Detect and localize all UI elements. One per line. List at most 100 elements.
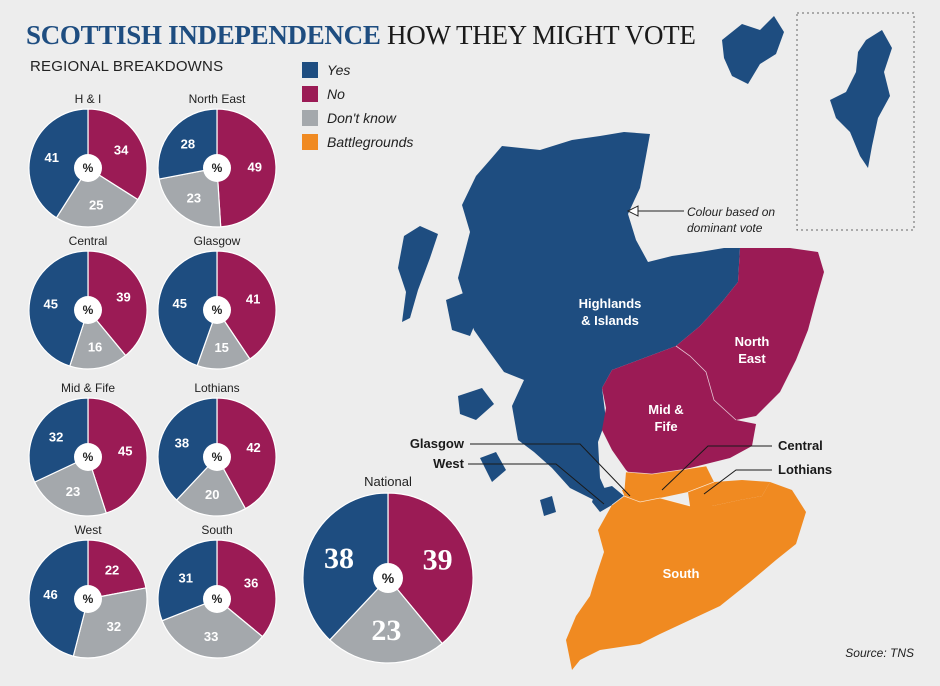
title-sub: HOW THEY MIGHT VOTE: [387, 20, 696, 50]
map-label-west: West: [433, 456, 464, 471]
pie-label-yes: 45: [43, 297, 57, 312]
pie-label-yes: 38: [175, 436, 189, 451]
pie-slice-yes: [28, 250, 89, 367]
pie-slice-no: [216, 108, 277, 228]
legend-swatch: [302, 86, 318, 102]
map-label-highlands: Highlands & Islands: [579, 296, 642, 328]
pie-chart: 41 15 45%: [157, 250, 277, 370]
map-shetland: [830, 30, 892, 168]
pie-center: [74, 443, 102, 471]
pie-label-no: 45: [118, 444, 132, 459]
chart-subtitle: REGIONAL BREAKDOWNS: [30, 58, 224, 75]
pie-slice-no: [216, 397, 277, 510]
pie-slice-dont-know: [175, 455, 247, 517]
pie-unit: %: [83, 450, 94, 464]
map-island-mull: [458, 388, 494, 420]
pie-slice-no: [387, 492, 474, 645]
legend-label: Don't know: [327, 110, 396, 126]
pie-label-dont-know: 20: [205, 487, 219, 502]
pie-west: West 22 32 46%: [28, 523, 148, 659]
pie-unit: %: [382, 570, 395, 586]
map-label-south: South: [663, 566, 700, 581]
pie-center: [74, 296, 102, 324]
legend-item-dont-know: Don't know: [302, 106, 413, 130]
pie-slice-no: [216, 539, 277, 638]
svg-text:Colour based on dominant: Colour based on dominant vote: [687, 205, 778, 235]
pie-chart: 22 32 46%: [28, 539, 148, 659]
pie-label-no: 42: [246, 440, 260, 455]
map-leader-line: [470, 443, 631, 497]
pie-label-yes: 38: [324, 542, 354, 575]
pie-slice-yes: [28, 397, 89, 483]
legend-item-yes: Yes: [302, 58, 413, 82]
pie-title: Mid & Fife: [60, 381, 115, 395]
legend: Yes No Don't know Battlegrounds: [302, 58, 413, 154]
map-region-south: [566, 482, 806, 670]
map-region-central: [624, 466, 714, 502]
map-island-skye: [446, 292, 480, 336]
pie-label-dont-know: 23: [66, 484, 80, 499]
pie-label-no: 39: [116, 290, 130, 305]
pie-slice-dont-know: [55, 167, 139, 228]
pie-center: [203, 443, 231, 471]
pie-label-dont-know: 23: [187, 190, 201, 205]
pie-title: National: [364, 474, 412, 489]
map-region-lothians: [688, 480, 770, 506]
map-label-lothians: Lothians: [778, 462, 832, 477]
map-label-central: Central: [778, 438, 823, 453]
pie-label-yes: 32: [49, 429, 63, 444]
pie-label-dont-know: 32: [107, 619, 121, 634]
pie-label-dont-know: 33: [204, 629, 218, 644]
map-region-north-east: [676, 248, 824, 420]
pie-label-no: 41: [246, 292, 260, 307]
pie-chart: 42 20 38%: [157, 397, 277, 517]
pie-center: [373, 563, 403, 593]
pie-slice-yes: [157, 539, 218, 622]
pie-national: National 39 23 38%: [302, 474, 474, 664]
map-borders: [611, 345, 737, 507]
pie-label-yes: 45: [173, 296, 187, 311]
map-leader-line: [661, 445, 772, 491]
map-leader-line: [703, 469, 772, 495]
pie-title: South: [201, 523, 233, 537]
pie-title: H & I: [74, 92, 102, 106]
pie-hi: H & I 34 25 41%: [28, 92, 148, 228]
title-main: SCOTTISH INDEPENDENCE: [26, 20, 381, 50]
pie-title: Glasgow: [193, 234, 241, 248]
map-orkney: [722, 16, 784, 84]
pie-unit: %: [83, 161, 94, 175]
map-island-islay: [480, 452, 506, 482]
pie-chart: 45 23 32%: [28, 397, 148, 517]
map-leader-line: [468, 463, 605, 505]
pie-slice-no: [216, 250, 277, 360]
pie-slice-yes: [28, 108, 89, 219]
pie-center: [203, 296, 231, 324]
pie-unit: %: [212, 161, 223, 175]
pie-title: Lothians: [194, 381, 240, 395]
pie-mid-fife: Mid & Fife 45 23 32%: [28, 381, 148, 517]
pie-center: [74, 154, 102, 182]
pie-unit: %: [83, 592, 94, 606]
pie-slice-no: [87, 397, 148, 514]
pie-slice-yes: [28, 539, 89, 657]
pie-label-yes: 46: [43, 587, 57, 602]
pie-slice-dont-know: [196, 308, 251, 370]
legend-swatch: [302, 134, 318, 150]
map-region-west: [592, 486, 624, 512]
pie-slice-yes: [157, 108, 218, 180]
pie-label-no: 22: [105, 562, 119, 577]
pie-chart: 49 23 28%: [157, 108, 277, 228]
pie-chart: 34 25 41%: [28, 108, 148, 228]
shetland-inset-box: [796, 12, 915, 231]
pie-slice-dont-know: [328, 577, 444, 664]
pie-label-dont-know: 23: [371, 614, 401, 647]
map-annotation: Colour based on dominant vote: [626, 205, 778, 235]
pie-slice-dont-know: [33, 456, 107, 517]
pie-north-east: North East 49 23 28%: [157, 92, 277, 228]
map-labels: Highlands & Islands North East Mid & Fife Sout…: [410, 296, 832, 581]
pie-slice-yes: [157, 250, 218, 367]
pie-chart: 36 33 31%: [157, 539, 277, 659]
pie-label-dont-know: 16: [88, 340, 102, 355]
pie-label-yes: 31: [179, 570, 193, 585]
pie-glasgow: Glasgow 41 15 45%: [157, 234, 277, 370]
